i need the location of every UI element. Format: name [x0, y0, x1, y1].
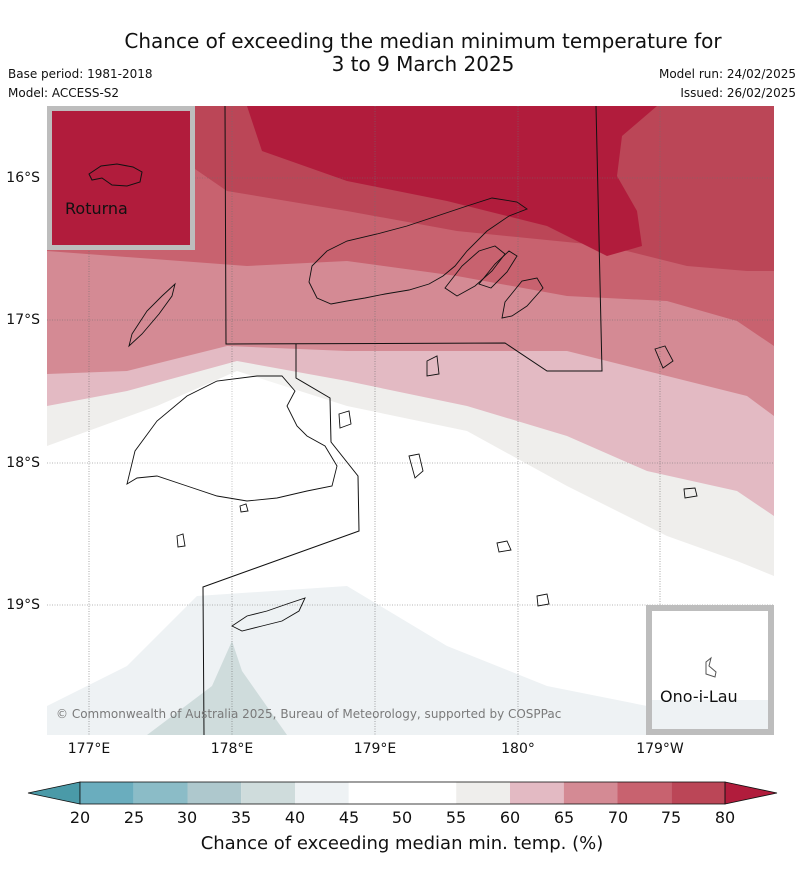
- colorbar-swatch: [133, 782, 188, 804]
- inset-ono-i-lau: Ono-i-Lau: [646, 605, 774, 735]
- colorbar-tick-70: 70: [607, 808, 629, 827]
- eez-boundaries: [202, 106, 603, 735]
- islands-coastline: [126, 197, 698, 632]
- colorbar-swatch: [671, 782, 725, 804]
- roturna-island-outline: [88, 163, 143, 187]
- lat-tick-16s: 16°S: [6, 170, 40, 186]
- lon-tick-178e: 178°E: [210, 741, 254, 757]
- copyright-text: © Commonwealth of Australia 2025, Bureau…: [56, 707, 561, 721]
- colorbar-tick-40: 40: [284, 808, 306, 827]
- colorbar-swatch: [510, 782, 564, 804]
- lon-tick-180: 180°: [501, 741, 535, 757]
- forecast-map: © Commonwealth of Australia 2025, Bureau…: [47, 106, 774, 735]
- colorbar-tick-25: 25: [123, 808, 145, 827]
- issued-text: Issued: 26/02/2025: [680, 86, 796, 100]
- colorbar-tick-80: 80: [714, 808, 736, 827]
- ono-i-lau-island-outline: [705, 656, 717, 678]
- colorbar-tick-50: 50: [391, 808, 413, 827]
- colorbar-swatch: [402, 782, 457, 804]
- model-text: Model: ACCESS-S2: [8, 86, 120, 100]
- lon-tick-177e: 177°E: [67, 741, 111, 757]
- colorbar-frame: [79, 781, 726, 805]
- band-35-40: [147, 641, 287, 735]
- colorbar-swatch: [617, 782, 672, 804]
- colorbar-swatch: [295, 782, 349, 804]
- colorbar-swatch: [348, 782, 403, 804]
- colorbar-tick-55: 55: [445, 808, 467, 827]
- colorbar-extend-high: [724, 781, 778, 805]
- colorbar-tick-20: 20: [69, 808, 91, 827]
- inset-roturna: Roturna: [47, 106, 195, 250]
- colorbar-label: Chance of exceeding median min. temp. (%…: [200, 833, 604, 854]
- lat-tick-18s: 18°S: [6, 455, 40, 471]
- inset-roturna-label: Roturna: [65, 199, 128, 218]
- lon-tick-179w: 179°W: [636, 741, 684, 757]
- inset-ono-i-lau-label: Ono-i-Lau: [660, 687, 738, 706]
- colorbar: [27, 781, 778, 805]
- colorbar-swatch: [80, 782, 134, 804]
- meta-right: Model run: 24/02/2025 Issued: 26/02/2025: [659, 65, 796, 103]
- lat-tick-17s: 17°S: [6, 312, 40, 328]
- colorbar-tick-60: 60: [499, 808, 521, 827]
- lon-tick-179e: 179°E: [353, 741, 397, 757]
- colorbar-tick-30: 30: [176, 808, 198, 827]
- colorbar-tick-65: 65: [553, 808, 575, 827]
- title-line-2: 3 to 9 March 2025: [331, 52, 515, 76]
- chart-title: Chance of exceeding the median minimum t…: [0, 30, 804, 76]
- band-above-80: [247, 106, 657, 256]
- base-period-text: Base period: 1981-2018: [8, 67, 153, 81]
- lat-tick-19s: 19°S: [6, 597, 40, 613]
- colorbar-extend-low: [27, 781, 81, 805]
- title-line-1: Chance of exceeding the median minimum t…: [124, 29, 722, 53]
- colorbar-swatch: [563, 782, 618, 804]
- colorbar-swatch: [187, 782, 242, 804]
- colorbar-tick-35: 35: [230, 808, 252, 827]
- colorbar-swatch: [456, 782, 510, 804]
- colorbar-tick-75: 75: [660, 808, 682, 827]
- colorbar-swatch: [241, 782, 295, 804]
- model-run-text: Model run: 24/02/2025: [658, 67, 796, 81]
- colorbar-tick-45: 45: [338, 808, 360, 827]
- meta-left: Base period: 1981-2018 Model: ACCESS-S2: [8, 65, 153, 103]
